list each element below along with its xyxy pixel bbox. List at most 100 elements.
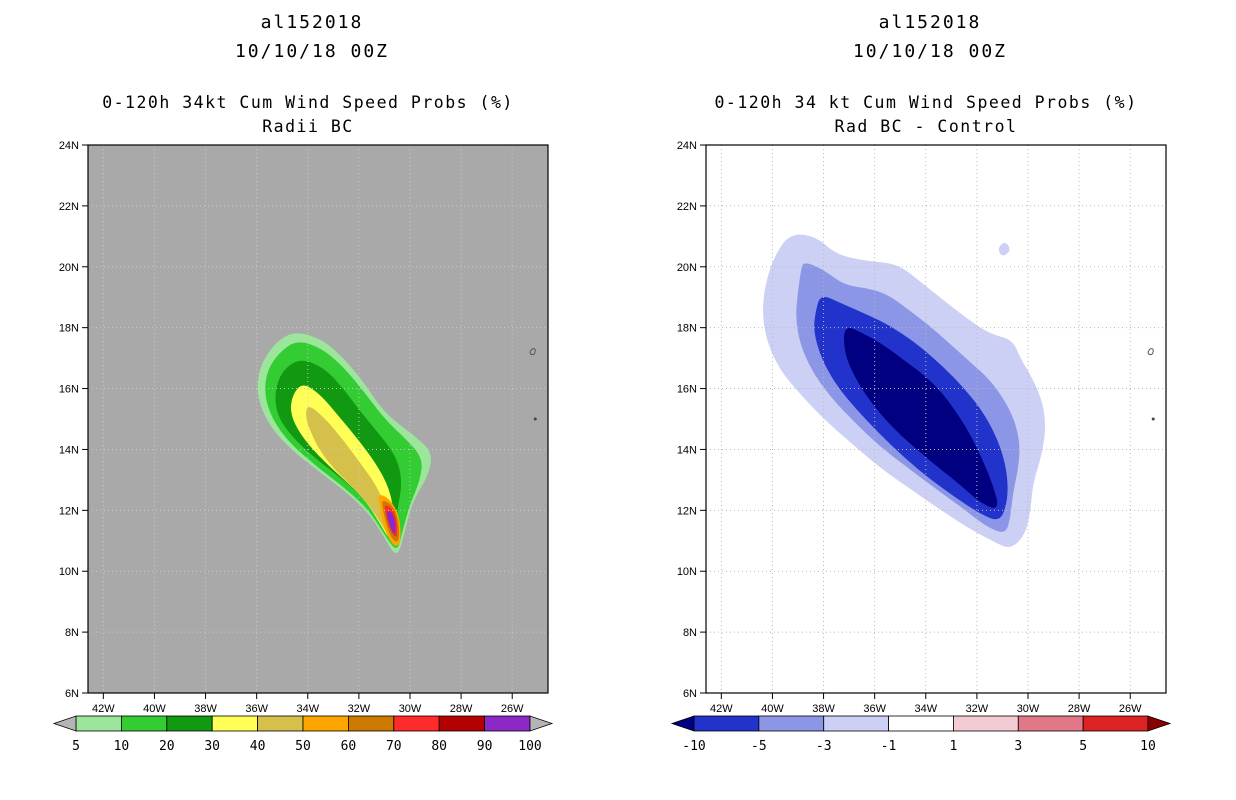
lon-tick-label: 28W <box>1068 703 1091 715</box>
island-outline <box>529 348 536 356</box>
colorbar-label: -3 <box>816 739 832 754</box>
storm-id: al152018 <box>261 12 364 33</box>
lon-tick-label: 30W <box>399 703 422 715</box>
lat-tick-label: 18N <box>677 323 697 335</box>
lat-tick-label: 6N <box>65 688 79 700</box>
colorbar-label: 50 <box>295 739 311 754</box>
colorbar-label: 80 <box>431 739 447 754</box>
map-area: 24N 22N 20N 18N 16N 14N 12N 10N 8N 6N 42W 40W 38W 36W… <box>59 140 549 715</box>
storm-id: al152018 <box>879 12 982 33</box>
lat-tick-label: 14N <box>677 444 697 456</box>
panel-radii-bc: al152018 10/10/18 00Z 0-120h 34kt Cum Wi… <box>52 12 554 754</box>
lat-tick-label: 10N <box>59 566 79 578</box>
lon-tick-label: 40W <box>761 703 784 715</box>
init-time: 10/10/18 00Z <box>853 41 1007 62</box>
lon-tick-label: 34W <box>296 703 319 715</box>
lat-tick-label: 20N <box>677 262 697 274</box>
colorbar-segment <box>1082 715 1149 732</box>
lon-tick-label: 26W <box>1119 703 1142 715</box>
colorbar-segment <box>823 715 889 732</box>
lon-tick-label: 34W <box>914 703 937 715</box>
lon-tick-label: 42W <box>710 703 733 715</box>
colorbar-label: 1 <box>950 739 958 754</box>
colorbar-segment <box>393 715 440 732</box>
lon-tick-label: 42W <box>92 703 115 715</box>
lat-tick-label: 18N <box>59 323 79 335</box>
colorbar-segment <box>758 715 825 732</box>
map-area: 24N 22N 20N 18N 16N 14N 12N 10N 8N 6N 42W 40W 38W 36W… <box>677 140 1167 715</box>
lon-tick-label: 38W <box>812 703 835 715</box>
lon-tick-label: 36W <box>863 703 886 715</box>
island-dot <box>533 417 537 421</box>
colorbar-label: 30 <box>204 739 220 754</box>
lon-tick-label: 32W <box>348 703 371 715</box>
radii-bc-chart: al152018 10/10/18 00Z 0-120h 34kt Cum Wi… <box>52 12 554 754</box>
contour-level--10 <box>844 328 998 508</box>
colorbar-label: 20 <box>159 739 175 754</box>
colorbar-left-arrow <box>670 715 695 732</box>
colorbar-segment <box>693 715 760 732</box>
colorbar-segment <box>953 715 1019 732</box>
chart-subtitle: Radii BC <box>262 117 353 136</box>
chart-title: 0-120h 34 kt Cum Wind Speed Probs (%) <box>714 93 1137 112</box>
colorbar-label: 100 <box>518 739 541 754</box>
colorbar-label: -5 <box>751 739 767 754</box>
colorbar-label: 40 <box>250 739 266 754</box>
island-outline <box>1147 348 1154 356</box>
colorbar: 5 10 20 30 40 50 60 70 80 90 100 <box>52 715 554 754</box>
map-border <box>705 144 1167 694</box>
colorbar-segment <box>211 715 258 732</box>
lon-tick-label: 40W <box>143 703 166 715</box>
panel-rad-bc-minus-control: al152018 10/10/18 00Z 0-120h 34 kt Cum W… <box>618 0 1236 800</box>
lat-tick-label: 8N <box>683 627 697 639</box>
contour-level--1 <box>998 242 1010 256</box>
lat-tick-label: 12N <box>59 505 79 517</box>
colorbar-segment <box>257 715 304 732</box>
colorbar-segment <box>347 715 395 732</box>
colorbar-label: 10 <box>1140 739 1156 754</box>
colorbar-segment <box>438 715 486 732</box>
colorbar-label: 10 <box>114 739 130 754</box>
rad-bc-minus-control-chart: al152018 10/10/18 00Z 0-120h 34 kt Cum W… <box>670 12 1172 754</box>
lat-tick-label: 8N <box>65 627 79 639</box>
colorbar-left-arrow <box>52 715 77 732</box>
colorbar-right-arrow <box>529 715 554 732</box>
colorbar-label: 3 <box>1014 739 1022 754</box>
chart-title: 0-120h 34kt Cum Wind Speed Probs (%) <box>102 93 514 112</box>
chart-subtitle: Rad BC - Control <box>835 117 1018 136</box>
colorbar-label: 60 <box>341 739 357 754</box>
lon-tick-label: 38W <box>194 703 217 715</box>
lat-tick-label: 16N <box>677 384 697 396</box>
map-border <box>87 144 549 694</box>
colorbar-label: -1 <box>881 739 897 754</box>
lon-tick-label: 36W <box>245 703 268 715</box>
lat-tick-label: 22N <box>59 201 79 213</box>
lon-tick-label: 28W <box>450 703 473 715</box>
colorbar-label: 5 <box>72 739 80 754</box>
colorbar-label: -10 <box>682 739 705 754</box>
lat-tick-label: 22N <box>677 201 697 213</box>
contour-level-90 <box>387 511 396 534</box>
lat-tick-label: 10N <box>677 566 697 578</box>
lat-tick-label: 24N <box>59 140 79 152</box>
island-dot <box>1151 417 1155 421</box>
colorbar-segment <box>166 715 213 732</box>
lat-tick-label: 16N <box>59 384 79 396</box>
lat-tick-label: 24N <box>677 140 697 152</box>
colorbar-segment <box>484 715 531 732</box>
lon-tick-label: 26W <box>501 703 524 715</box>
colorbar-segment <box>75 715 122 732</box>
lat-tick-label: 6N <box>683 688 697 700</box>
colorbar: -10 -5 -3 -1 1 3 5 10 <box>670 715 1172 754</box>
colorbar-segment <box>121 715 168 732</box>
init-time: 10/10/18 00Z <box>235 41 389 62</box>
lat-tick-label: 14N <box>59 444 79 456</box>
lon-tick-label: 30W <box>1017 703 1040 715</box>
colorbar-segment <box>302 715 349 732</box>
contour-level-40 <box>306 407 389 532</box>
colorbar-right-arrow <box>1147 715 1172 732</box>
lon-tick-label: 32W <box>966 703 989 715</box>
colorbar-label: 5 <box>1079 739 1087 754</box>
lat-tick-label: 20N <box>59 262 79 274</box>
